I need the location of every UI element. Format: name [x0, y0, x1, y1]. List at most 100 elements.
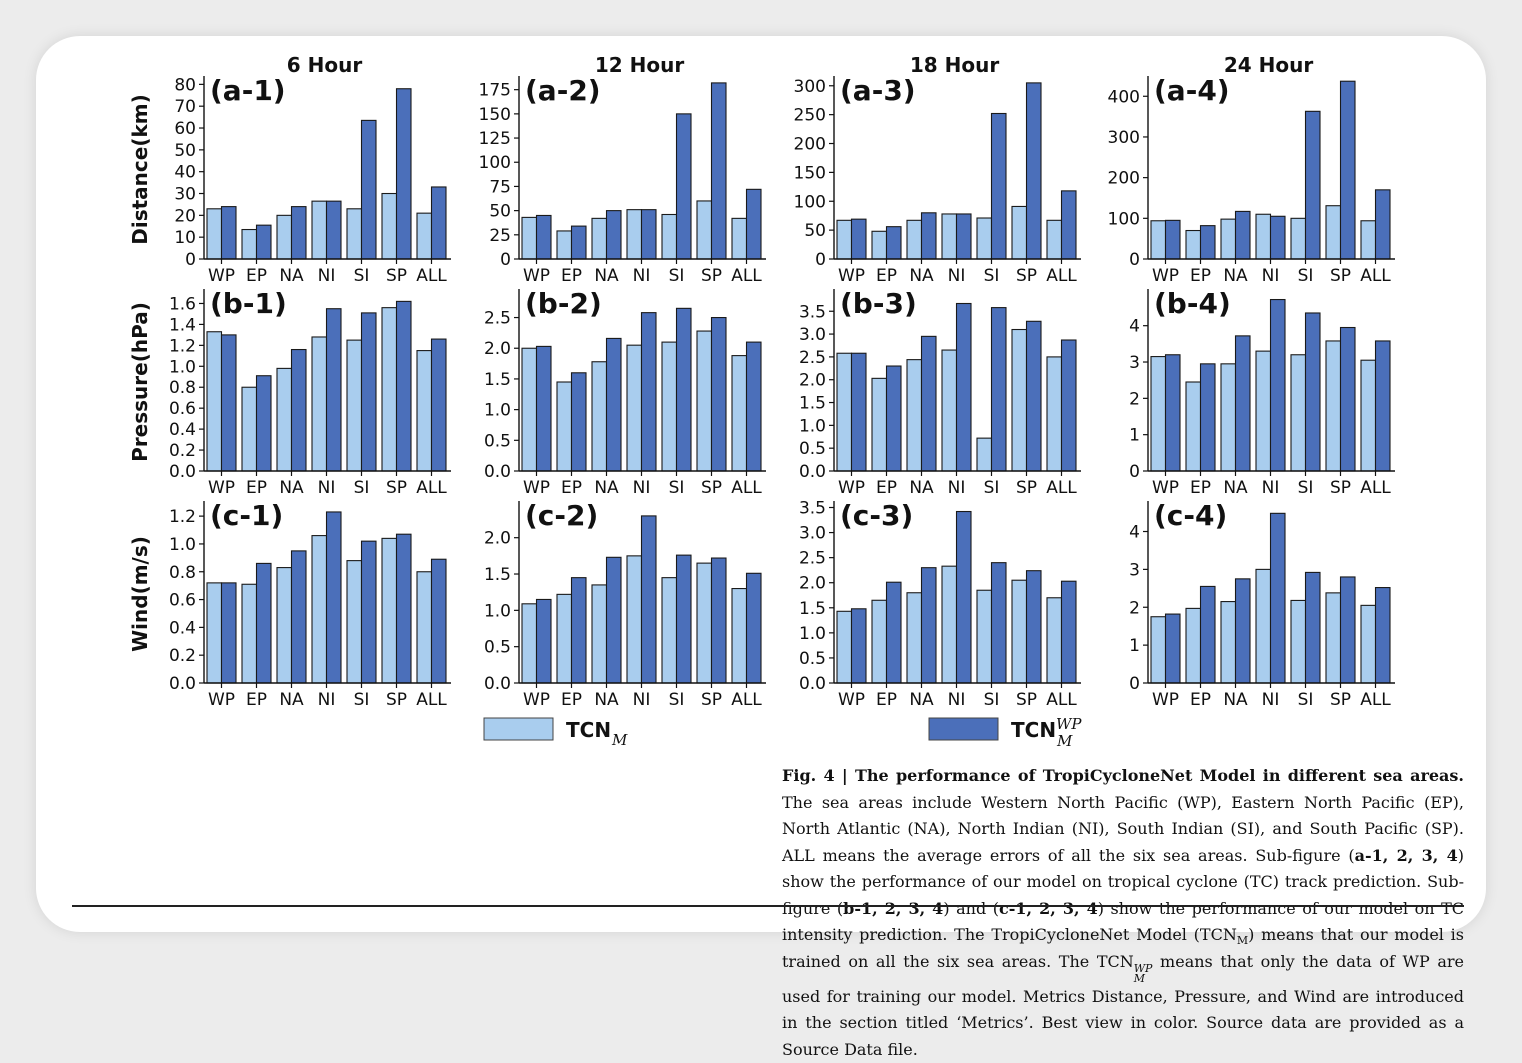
bar-tcn-m	[311, 336, 328, 472]
x-tick-label: WP	[208, 266, 235, 286]
bar-tcn-wp	[1374, 189, 1391, 260]
y-tick-label: 175	[479, 81, 511, 101]
x-tick-label: EP	[561, 690, 582, 710]
y-tick-label: 0	[815, 250, 826, 270]
figure-grid: 6 Hour 12 Hour 18 Hour 24 Hour Distance(km) P…	[128, 53, 1395, 750]
bar-tcn-wp	[1060, 190, 1077, 260]
x-tick-label: ALL	[731, 266, 762, 286]
x-tick-label: NA	[594, 478, 619, 498]
y-tick-label: 40	[174, 163, 196, 183]
bar-tcn-wp	[990, 307, 1007, 472]
legend-sup-tcn-wp: WP	[1056, 715, 1082, 733]
row-ylabel: Pressure(hPa)	[128, 302, 152, 462]
bar-tcn-wp	[640, 515, 657, 684]
x-tick-label: SP	[1330, 266, 1351, 286]
panel-c-2: 0.0 0.5 1.0 1.5 2.0 WP EP NA NI SI SP ALL (c-2)	[484, 499, 766, 710]
bar-tcn-wp	[325, 308, 342, 472]
bar-tcn-wp	[1234, 578, 1251, 684]
caption-ref-c: c-1, 2, 3, 4	[998, 898, 1098, 918]
row-ylabel: Wind(m/s)	[128, 536, 152, 652]
legend-sub-tcn-m: M	[611, 731, 628, 749]
panel-c-3: 0.0 0.5 1.0 1.5 2.0 2.5 3.0 3.5 WP EP NA NI SI SP ALL (…	[799, 499, 1081, 710]
caption-column-right: Fig. 4 | The performance of TropiCyclone…	[782, 763, 1464, 1063]
y-tick-label: 70	[174, 97, 196, 117]
bar-tcn-m	[241, 583, 258, 684]
bar-tcn-wp	[570, 372, 587, 472]
legend-label-tcn-m: TCN	[566, 718, 611, 742]
bar-tcn-wp	[1374, 587, 1391, 684]
y-tick-label: 0.0	[169, 674, 196, 694]
x-tick-label: SI	[669, 266, 685, 286]
bar-tcn-m	[1150, 356, 1167, 472]
bar-tcn-wp	[745, 188, 762, 260]
bar-tcn-m	[416, 571, 433, 684]
bar-tcn-m	[346, 208, 363, 260]
y-tick-label: 250	[794, 106, 826, 126]
y-tick-label: 0	[185, 250, 196, 270]
y-tick-label: 3.0	[799, 524, 826, 544]
x-tick-label: SP	[701, 266, 722, 286]
bar-tcn-m	[311, 200, 328, 260]
y-tick-label: 400	[1108, 87, 1140, 107]
bar-tcn-m	[1046, 356, 1063, 472]
bar-tcn-wp	[220, 582, 237, 684]
y-tick-label: 50	[489, 202, 511, 222]
y-tick-label: 200	[1108, 169, 1140, 189]
bar-tcn-m	[591, 361, 608, 472]
bar-tcn-m	[941, 565, 958, 684]
x-tick-label: WP	[838, 478, 865, 498]
y-tick-label: 1.2	[169, 507, 196, 527]
panel-c-4: 0 1 2 3 4 WP EP NA NI SI SP ALL (c-4)	[1129, 499, 1395, 710]
bar-tcn-wp	[850, 608, 867, 684]
bar-tcn-wp	[325, 200, 342, 260]
bar-tcn-wp	[1339, 576, 1356, 684]
y-tick-label: 0.0	[799, 674, 826, 694]
bar-tcn-m	[1046, 597, 1063, 684]
bar-tcn-wp	[675, 113, 692, 260]
caption-text-1: The sea areas include Western North Paci…	[782, 792, 1464, 865]
bar-tcn-m	[416, 212, 433, 260]
bar-tcn-wp	[885, 365, 902, 472]
row-ylabel: Distance(km)	[128, 94, 152, 245]
legend-swatch-tcn-m	[483, 717, 554, 741]
y-tick-label: 4	[1129, 317, 1140, 337]
bar-tcn-wp	[1060, 339, 1077, 472]
legend: TCN M TCN WPM	[483, 715, 1082, 750]
bar-tcn-m	[1255, 213, 1272, 260]
x-tick-label: SI	[354, 266, 370, 286]
x-tick-label: ALL	[1046, 478, 1077, 498]
x-tick-label: SP	[1330, 478, 1351, 498]
x-tick-label: EP	[876, 266, 897, 286]
y-tick-label: 25	[489, 226, 511, 246]
y-tick-label: 3.5	[799, 302, 826, 322]
caption-text-2: ) show the performance of our model on t…	[782, 845, 1464, 918]
panel-label: (a-1)	[210, 74, 286, 107]
bar-tcn-m	[1185, 607, 1202, 684]
y-tick-label: 1.2	[169, 336, 196, 356]
bar-tcn-wp	[535, 214, 552, 260]
x-tick-label: SI	[984, 690, 1000, 710]
bar-tcn-wp	[220, 334, 237, 472]
x-tick-label: NA	[909, 478, 934, 498]
bar-tcn-wp	[710, 82, 727, 260]
y-tick-label: 1.0	[169, 535, 196, 555]
panel-b-2: 0.0 0.5 1.0 1.5 2.0 2.5 WP EP NA NI SI SP ALL (b-2)	[484, 287, 766, 498]
x-tick-label: ALL	[1360, 478, 1391, 498]
bar-tcn-wp	[675, 307, 692, 472]
x-tick-label: SI	[669, 478, 685, 498]
panel-label: (a-2)	[525, 74, 601, 107]
x-tick-label: NI	[948, 478, 966, 498]
x-tick-label: WP	[523, 690, 550, 710]
bar-tcn-m	[1185, 381, 1202, 472]
y-tick-label: 0.5	[799, 439, 826, 459]
y-tick-label: 4	[1129, 523, 1140, 543]
column-title: 6 Hour	[287, 53, 363, 77]
y-tick-label: 20	[174, 206, 196, 226]
y-tick-label: 0.2	[169, 646, 196, 666]
bar-tcn-m	[591, 217, 608, 260]
y-tick-label: 1	[1129, 636, 1140, 656]
x-tick-label: NA	[909, 266, 934, 286]
y-tick-label: 0.0	[484, 462, 511, 482]
x-tick-label: SP	[1330, 690, 1351, 710]
y-tick-label: 100	[794, 192, 826, 212]
